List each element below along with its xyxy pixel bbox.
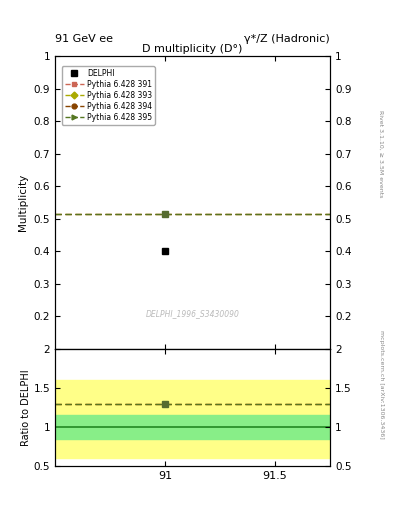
Y-axis label: Multiplicity: Multiplicity [18,174,28,231]
Y-axis label: Ratio to DELPHI: Ratio to DELPHI [21,369,31,446]
Text: γ*/Z (Hadronic): γ*/Z (Hadronic) [244,33,330,44]
Text: Rivet 3.1.10, ≥ 3.5M events: Rivet 3.1.10, ≥ 3.5M events [379,110,384,197]
Text: DELPHI_1996_S3430090: DELPHI_1996_S3430090 [146,309,239,318]
Bar [55,415,330,439]
Title: D multiplicity (D°): D multiplicity (D°) [142,44,243,54]
Text: 91 GeV ee: 91 GeV ee [55,33,113,44]
Bar [55,380,330,458]
Text: mcplots.cern.ch [arXiv:1306.3436]: mcplots.cern.ch [arXiv:1306.3436] [379,330,384,438]
Legend: DELPHI, Pythia 6.428 391, Pythia 6.428 393, Pythia 6.428 394, Pythia 6.428 395: DELPHI, Pythia 6.428 391, Pythia 6.428 3… [62,66,155,125]
